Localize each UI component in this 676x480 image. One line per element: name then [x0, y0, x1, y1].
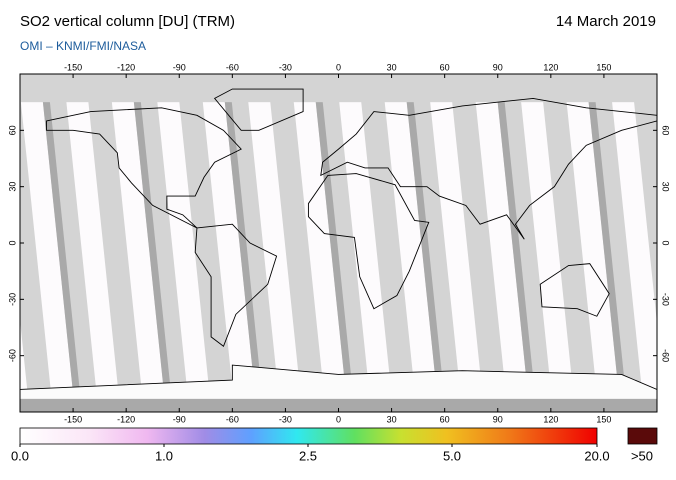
orbit-swath: [245, 74, 303, 412]
coastline: [213, 88, 304, 131]
lon-tick-label-bottom: 60: [440, 414, 450, 424]
orbit-gap: [40, 74, 82, 412]
orbit-swath: [63, 74, 121, 412]
colorbar-tick-label: 0.0: [11, 448, 29, 463]
orbit-swath: [609, 74, 657, 412]
orbit-swath: [381, 74, 439, 412]
colorbar-overflow-label: >50: [631, 448, 653, 463]
lat-tick-label-left: 30: [7, 182, 17, 192]
lon-tick-label-top: 90: [493, 62, 503, 72]
orbit-swath: [472, 74, 530, 412]
lon-tick-label-top: 120: [543, 62, 558, 72]
orbit-swath: [20, 74, 75, 412]
colorbar-tick-label: 2.5: [299, 448, 317, 463]
orbit-swath: [427, 74, 485, 412]
lon-tick-label-bottom: -150: [64, 414, 82, 424]
lon-tick-label-top: -60: [226, 62, 239, 72]
lon-tick-label-top: 30: [387, 62, 397, 72]
lon-tick-label-bottom: -30: [279, 414, 292, 424]
lon-tick-label-top: -90: [173, 62, 186, 72]
lon-tick-label-bottom: -60: [226, 414, 239, 424]
lat-tick-label-right: 30: [661, 182, 671, 192]
subtitle: OMI – KNMI/FMI/NASA: [20, 39, 146, 53]
lon-tick-label-bottom: 30: [387, 414, 397, 424]
orbit-gap: [585, 74, 628, 412]
orbit-gap: [403, 74, 446, 412]
title: SO2 vertical column [DU] (TRM): [20, 13, 235, 30]
orbit-swath: [108, 74, 166, 412]
coastline: [320, 97, 657, 240]
lon-tick-label-bottom: 0: [336, 414, 341, 424]
lat-tick-label-left: 60: [7, 125, 17, 135]
lon-tick-label-top: -120: [117, 62, 135, 72]
coastline: [307, 173, 430, 310]
orbit-swath: [154, 74, 212, 412]
polar-gap: [20, 74, 657, 103]
lon-tick-label-bottom: 90: [493, 414, 503, 424]
date: 14 March 2019: [556, 13, 656, 30]
lat-tick-label-left: 0: [7, 240, 17, 245]
orbit-swath: [290, 74, 348, 412]
colorbar-tick-label: 1.0: [155, 448, 173, 463]
lon-tick-label-bottom: -120: [117, 414, 135, 424]
orbit-swath: [199, 74, 257, 412]
lon-tick-label-top: -30: [279, 62, 292, 72]
lon-tick-label-top: -150: [64, 62, 82, 72]
orbit-swath: [336, 74, 394, 412]
coastline: [539, 263, 610, 317]
coastline: [194, 223, 278, 347]
lat-tick-label-left: -30: [7, 293, 17, 306]
colorbar-tick-label: 20.0: [584, 448, 609, 463]
lat-tick-label-right: -60: [661, 349, 671, 362]
lon-tick-label-bottom: 120: [543, 414, 558, 424]
lat-tick-label-right: 60: [661, 125, 671, 135]
orbit-swath: [563, 74, 621, 412]
lat-tick-label-right: 0: [661, 240, 671, 245]
lon-tick-label-top: 60: [440, 62, 450, 72]
orbit-gap: [494, 74, 537, 412]
lon-tick-label-bottom: -90: [173, 414, 186, 424]
lat-tick-label-left: -60: [7, 349, 17, 362]
colorbar-overflow: [627, 427, 658, 445]
lon-tick-label-top: 0: [336, 62, 341, 72]
lon-tick-label-top: 150: [596, 62, 611, 72]
map: [20, 74, 657, 412]
orbit-gap: [221, 74, 264, 412]
orbit-gap: [130, 74, 173, 412]
orbit-swath: [518, 74, 576, 412]
lon-tick-label-bottom: 150: [596, 414, 611, 424]
colorbar-tick-label: 5.0: [443, 448, 461, 463]
lat-tick-label-right: -30: [661, 293, 671, 306]
orbit-gap: [312, 74, 355, 412]
colorbar: [19, 427, 598, 445]
coastline: [46, 107, 242, 229]
